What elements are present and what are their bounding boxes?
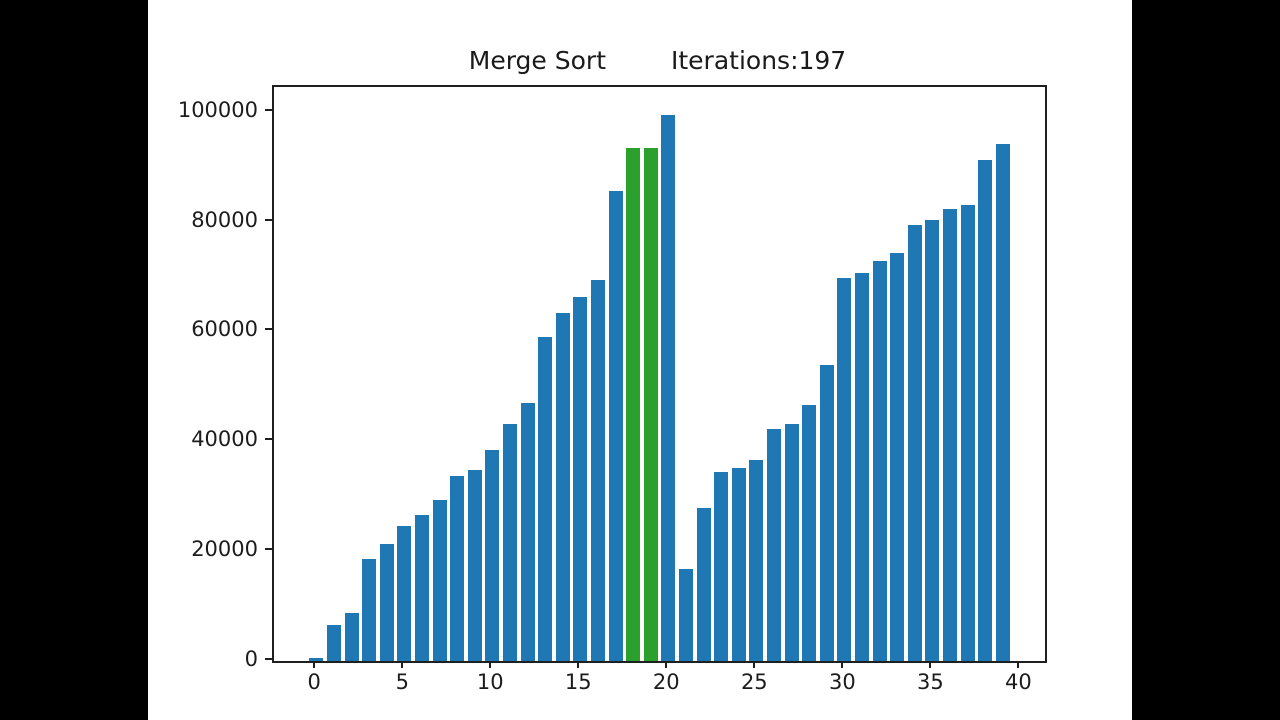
bar <box>837 277 852 661</box>
bar <box>432 500 447 661</box>
y-tick-mark <box>265 658 272 660</box>
figure: Merge Sort Iterations:197 0 20000 40000 600… <box>148 0 1132 720</box>
bar <box>890 252 905 661</box>
y-tick-mark <box>265 548 272 551</box>
y-tick-label: 40000 <box>191 427 258 452</box>
x-tick-label: 20 <box>652 670 680 694</box>
y-tick-label: 60000 <box>191 317 258 342</box>
x-tick-label: 30 <box>828 670 856 694</box>
chart-title: Merge Sort <box>468 46 606 75</box>
y-tick-label: 0 <box>244 647 258 671</box>
bar <box>626 148 641 661</box>
iterations-counter: Iterations:197 <box>671 46 847 75</box>
x-tick-label: 0 <box>307 670 321 694</box>
bar <box>520 402 535 661</box>
x-tick-mark <box>665 661 668 668</box>
plot-area <box>272 85 1047 663</box>
bar <box>978 159 993 661</box>
bar <box>309 658 324 661</box>
bar <box>731 467 746 661</box>
x-tick-mark <box>841 661 844 668</box>
bar <box>661 114 676 661</box>
y-tick-mark <box>265 218 272 221</box>
y-tick-mark <box>265 108 272 111</box>
y-tick-label: 20000 <box>191 537 258 562</box>
x-tick-mark <box>753 661 756 668</box>
x-tick-mark <box>577 661 580 668</box>
bar <box>678 568 693 661</box>
bar <box>573 296 588 661</box>
x-tick-mark <box>1017 661 1020 668</box>
bar <box>362 558 377 661</box>
bar <box>854 272 869 661</box>
bar <box>502 424 517 661</box>
bar <box>696 507 711 661</box>
bar <box>784 423 799 661</box>
x-tick-label: 10 <box>476 670 504 694</box>
x-tick-label: 35 <box>916 670 944 694</box>
bar <box>907 224 922 661</box>
x-tick-label: 15 <box>564 670 592 694</box>
bar <box>960 204 975 661</box>
bar <box>379 544 394 661</box>
bar <box>590 279 605 661</box>
bar <box>485 450 500 661</box>
x-tick-label: 40 <box>1004 670 1032 694</box>
bar <box>608 190 623 661</box>
bar <box>555 312 570 661</box>
bar <box>872 260 887 661</box>
x-tick-mark <box>929 661 932 668</box>
x-tick-label: 5 <box>395 670 409 694</box>
bar <box>942 208 957 661</box>
bar <box>749 460 764 661</box>
bar <box>450 475 465 661</box>
bar <box>467 469 482 661</box>
bar <box>819 364 834 661</box>
x-tick-mark <box>489 661 492 668</box>
bar <box>995 143 1010 661</box>
y-tick-mark <box>265 328 272 331</box>
bar <box>766 428 781 661</box>
bar <box>714 472 729 661</box>
chart-title-row: Merge Sort Iterations:197 <box>272 46 1043 75</box>
bar <box>538 336 553 661</box>
x-tick-mark <box>401 661 404 668</box>
y-tick-label: 100000 <box>177 97 258 122</box>
x-tick-mark <box>313 661 316 668</box>
bar <box>925 219 940 661</box>
bar <box>344 613 359 661</box>
bar <box>326 625 341 661</box>
bar <box>643 148 658 661</box>
y-tick-mark <box>265 438 272 441</box>
y-tick-label: 80000 <box>191 207 258 232</box>
bar <box>802 405 817 661</box>
x-tick-label: 25 <box>740 670 768 694</box>
bar <box>397 525 412 661</box>
bar <box>414 514 429 661</box>
